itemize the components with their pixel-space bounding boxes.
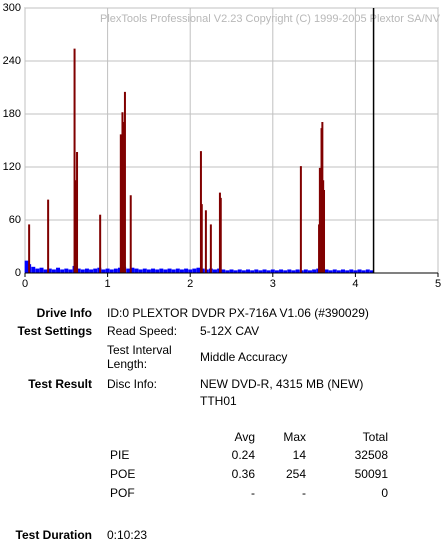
label: Test Result bbox=[28, 377, 92, 391]
y-tick-label: 60 bbox=[9, 214, 21, 226]
cell: 14 bbox=[292, 448, 306, 462]
cell: 0.36 bbox=[231, 467, 255, 481]
label: Test Duration bbox=[15, 528, 92, 542]
watermark: PlexTools Professional V2.23 Copyright (… bbox=[100, 13, 441, 25]
disc-info: TTH01 bbox=[200, 394, 237, 408]
y-tick-label: 300 bbox=[3, 2, 21, 14]
x-tick-label: 4 bbox=[352, 278, 358, 290]
cell: - bbox=[251, 486, 255, 500]
x-tick-label: 1 bbox=[105, 278, 111, 290]
cell: 50091 bbox=[354, 467, 388, 481]
value: ID:0 PLEXTOR DVDR PX-716A V1.06 (#390029… bbox=[107, 306, 369, 320]
y-tick-label: 240 bbox=[3, 55, 21, 67]
disc-label: Disc Info: bbox=[107, 377, 158, 391]
setting-value: 5-12X CAV bbox=[200, 324, 260, 338]
y-tick-label: 120 bbox=[3, 161, 21, 173]
setting-value: Middle Accuracy bbox=[200, 350, 288, 364]
value: 0:10:23 bbox=[107, 528, 148, 542]
column-header: Max bbox=[283, 430, 306, 444]
setting-name: Read Speed: bbox=[107, 324, 178, 338]
label: Drive Info bbox=[36, 306, 92, 320]
chart: PlexTools Professional V2.23 Copyright (… bbox=[3, 2, 441, 290]
column-header: Avg bbox=[234, 430, 255, 444]
plot-area bbox=[24, 7, 439, 274]
row-label: POE bbox=[110, 467, 136, 481]
cell: 0 bbox=[381, 486, 388, 500]
x-tick-label: 0 bbox=[22, 278, 28, 290]
cell: - bbox=[302, 486, 306, 500]
x-tick-label: 5 bbox=[435, 278, 441, 290]
label: Test Settings bbox=[17, 324, 92, 338]
row-label: POF bbox=[110, 486, 135, 500]
column-header: Total bbox=[362, 430, 388, 444]
y-tick-label: 0 bbox=[15, 267, 21, 279]
cell: 254 bbox=[285, 467, 306, 481]
row-label: PIE bbox=[110, 448, 130, 462]
x-tick-label: 3 bbox=[270, 278, 276, 290]
disc-info: NEW DVD-R, 4315 MB (NEW) bbox=[200, 377, 364, 391]
x-tick-label: 2 bbox=[187, 278, 193, 290]
y-tick-label: 180 bbox=[3, 108, 21, 120]
setting-name: Test Interval Length: bbox=[107, 343, 172, 371]
cell: 32508 bbox=[354, 448, 388, 462]
cell: 0.24 bbox=[231, 448, 255, 462]
